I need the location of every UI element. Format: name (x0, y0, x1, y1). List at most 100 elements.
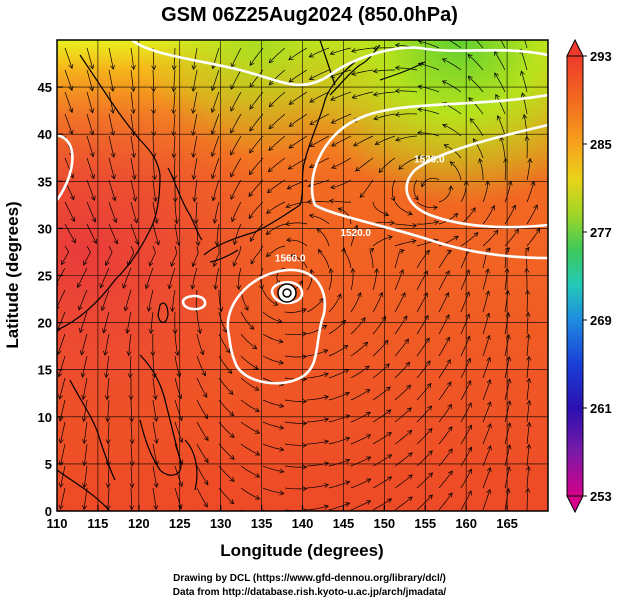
x-tick-label: 130 (210, 516, 232, 531)
streamline-arrow (125, 328, 131, 334)
streamline-arrow (146, 306, 152, 312)
streamline (306, 349, 328, 357)
streamline-arrow (249, 236, 255, 243)
streamline (369, 248, 374, 269)
streamline (328, 502, 350, 511)
streamline-arrow (230, 84, 236, 90)
colorbar: 293 285 277 269 261 253 (566, 38, 612, 514)
streamline-arrow (127, 373, 133, 379)
streamline-arrow (323, 483, 330, 488)
streamline-arrow (289, 253, 296, 259)
streamline (526, 378, 530, 401)
streamline-arrow (213, 285, 219, 291)
streamline (83, 487, 88, 510)
colorbar-top-arrow (566, 38, 584, 57)
streamline-arrow (79, 350, 85, 356)
streamline (288, 157, 308, 170)
streamline (524, 40, 528, 49)
streamline-arrow (191, 152, 197, 158)
streamline (83, 465, 88, 488)
streamline-arrow (351, 94, 357, 99)
streamline (306, 505, 329, 511)
streamline-arrow (446, 250, 452, 255)
streamline (152, 223, 160, 245)
streamline-arrow (171, 153, 177, 159)
streamline (328, 345, 348, 357)
streamline-arrow (485, 290, 491, 296)
streamline-arrow (504, 247, 510, 253)
streamline-arrow (249, 126, 255, 132)
streamline-arrow (69, 173, 75, 179)
streamline-arrow (174, 350, 180, 357)
streamline-arrow (171, 65, 177, 71)
streamline-arrow (372, 91, 379, 97)
streamline (450, 161, 462, 181)
streamline (284, 443, 307, 446)
streamline-arrow (230, 106, 235, 112)
coastline (57, 54, 161, 331)
streamline-arrow (331, 164, 337, 169)
coastline (184, 439, 198, 491)
streamline-arrow (151, 65, 157, 71)
streamline-arrow (212, 218, 218, 224)
streamline-arrow (302, 442, 308, 448)
streamline (233, 245, 242, 267)
streamline-arrow (105, 461, 111, 467)
streamline-arrow (197, 328, 202, 335)
contour-north (131, 40, 548, 87)
streamline-arrow (526, 443, 532, 449)
streamline-arrow (284, 221, 291, 226)
streamline-arrow (130, 109, 136, 115)
streamline (460, 269, 470, 291)
streamline-arrow (278, 338, 284, 344)
streamline (196, 224, 199, 246)
colorbar-tick-label: 285 (590, 137, 612, 152)
streamline-arrow (249, 148, 254, 154)
streamline (250, 245, 264, 265)
streamline (64, 91, 73, 113)
streamline (438, 292, 449, 313)
streamline (438, 359, 451, 379)
streamline-arrow (89, 152, 95, 158)
streamline-arrow (446, 381, 452, 387)
coastline (379, 61, 426, 81)
coastline (319, 40, 336, 86)
contour-typhoon-inner (270, 280, 304, 305)
streamline (372, 363, 390, 379)
streamline-arrow (105, 439, 111, 445)
streamline-arrow (278, 359, 285, 365)
x-tick-label: 120 (128, 516, 150, 531)
streamline (520, 49, 528, 71)
x-tick-label: 140 (292, 516, 314, 531)
streamline (108, 223, 118, 245)
streamline-arrow (486, 488, 492, 495)
streamline (248, 179, 264, 197)
streamline-arrow (467, 54, 473, 59)
coastline (157, 302, 169, 324)
contour-1520-east (310, 93, 548, 260)
streamline-arrow (486, 467, 492, 473)
streamline-arrow (58, 482, 64, 488)
streamline-arrow (506, 356, 512, 362)
streamline (130, 399, 133, 422)
streamline-arrow (58, 416, 64, 422)
streamline-arrow (473, 232, 479, 238)
streamline (268, 47, 286, 63)
streamline (343, 247, 352, 269)
streamline-arrow (308, 163, 315, 169)
streamline-arrow (395, 136, 401, 142)
streamline-arrow (123, 306, 129, 312)
streamline (413, 179, 419, 201)
streamline (350, 268, 354, 291)
streamline-arrow (230, 194, 235, 200)
streamline-arrow (341, 247, 346, 253)
streamline-arrow (353, 141, 359, 147)
streamline-arrow (254, 495, 261, 500)
streamline-arrow (210, 174, 216, 180)
x-tick-label: 135 (251, 516, 273, 531)
streamline-arrow (155, 240, 160, 246)
streamline (289, 113, 308, 127)
streamline-arrow (131, 152, 137, 159)
streamline-arrow (374, 268, 380, 274)
streamline-arrow (487, 445, 492, 451)
